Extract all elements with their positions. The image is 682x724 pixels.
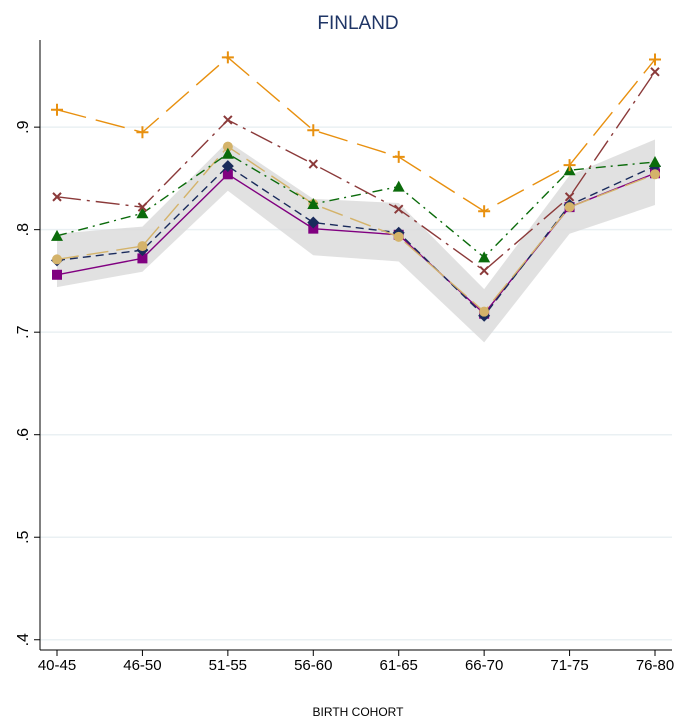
marker xyxy=(137,253,148,264)
marker xyxy=(392,150,405,163)
x-tick-label: 40-45 xyxy=(38,657,76,674)
marker xyxy=(136,207,149,219)
marker xyxy=(478,205,491,218)
marker xyxy=(221,160,234,173)
marker xyxy=(307,216,320,229)
marker xyxy=(221,147,234,159)
marker xyxy=(564,192,575,202)
marker xyxy=(479,265,489,276)
marker xyxy=(563,159,576,172)
x-tick-label: 61-65 xyxy=(380,657,418,674)
x-axis-label: BIRTH COHORT xyxy=(313,705,405,719)
marker xyxy=(221,51,234,64)
marker xyxy=(650,67,660,77)
y-tick-label: .6 xyxy=(15,428,32,441)
marker xyxy=(392,180,405,192)
marker xyxy=(308,159,318,169)
marker xyxy=(564,202,575,213)
series-line xyxy=(56,71,656,272)
x-tick-label: 51-55 xyxy=(209,657,247,674)
marker xyxy=(394,204,404,214)
x-tick-label: 46-50 xyxy=(123,657,161,674)
marker xyxy=(222,141,233,152)
marker xyxy=(223,115,233,125)
y-tick-label: .7 xyxy=(15,325,32,338)
marker xyxy=(308,223,319,234)
series-line xyxy=(56,145,656,313)
marker xyxy=(222,169,233,180)
chart-title: FINLAND xyxy=(317,13,398,34)
marker xyxy=(52,192,62,202)
marker xyxy=(478,251,491,263)
marker xyxy=(649,53,661,66)
series-line xyxy=(56,56,656,213)
marker xyxy=(137,202,148,212)
marker xyxy=(52,254,62,265)
marker xyxy=(307,198,320,210)
marker xyxy=(137,241,148,252)
y-tick-label: .9 xyxy=(15,120,32,133)
confidence-band xyxy=(57,139,655,343)
marker xyxy=(479,306,490,317)
x-tick-label: 66-70 xyxy=(465,657,503,674)
y-tick-label: .5 xyxy=(15,530,32,543)
marker xyxy=(136,126,149,139)
y-tick-label: .4 xyxy=(15,633,32,646)
x-tick-label: 56-60 xyxy=(294,657,332,674)
marker xyxy=(393,231,404,242)
marker xyxy=(649,156,661,167)
series-line xyxy=(56,152,656,259)
marker xyxy=(52,269,62,280)
marker xyxy=(51,229,63,241)
marker xyxy=(307,124,320,137)
x-tick-label: 76-80 xyxy=(636,657,674,674)
y-tick-label: .8 xyxy=(15,223,32,236)
marker xyxy=(51,103,63,116)
marker xyxy=(650,169,660,180)
x-tick-label: 71-75 xyxy=(550,657,588,674)
